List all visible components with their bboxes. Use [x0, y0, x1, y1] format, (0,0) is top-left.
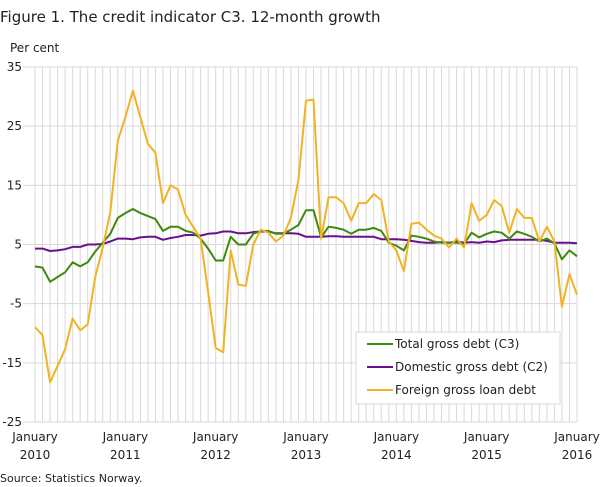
y-tick-label: -15: [2, 356, 22, 370]
y-tick-label: -5: [10, 297, 22, 311]
y-tick-label: 25: [7, 119, 22, 133]
x-tick-year: 2015: [471, 448, 502, 462]
x-tick-year: 2011: [110, 448, 141, 462]
y-tick-label: 35: [7, 60, 22, 74]
series-line-1: [35, 230, 578, 252]
x-tick-year: 2012: [200, 448, 231, 462]
x-tick-year: 2014: [381, 448, 412, 462]
x-tick-year: 2016: [562, 448, 593, 462]
y-tick-label: 15: [7, 178, 22, 192]
legend-label: Foreign gross loan debt: [395, 383, 536, 397]
chart-title: Figure 1. The credit indicator C3. 12-mo…: [0, 8, 380, 26]
y-axis-label: Per cent: [10, 41, 60, 55]
series-lines: [34, 89, 578, 384]
x-tick-year: 2013: [291, 448, 322, 462]
x-tick-month: January: [373, 430, 420, 444]
x-tick-month: January: [102, 430, 149, 444]
x-axis-ticks: January 2010 January 2011 January 2012 January…: [11, 430, 600, 462]
x-tick-month: January: [11, 430, 58, 444]
x-tick-year: 2010: [20, 448, 51, 462]
y-axis-ticks: 35 25 15 5 -5 -15 -25: [2, 60, 22, 429]
legend-label: Total gross debt (C3): [394, 337, 519, 351]
series-line-2: [34, 89, 578, 384]
grid: [23, 66, 578, 423]
y-tick-label: -25: [2, 415, 22, 429]
x-tick-month: January: [553, 430, 600, 444]
x-tick-month: January: [463, 430, 510, 444]
y-tick-label: 5: [14, 238, 22, 252]
x-tick-month: January: [282, 430, 329, 444]
source-note: Source: Statistics Norway.: [0, 472, 142, 485]
legend: Total gross debt (C3) Domestic gross debt…: [355, 331, 561, 405]
x-tick-month: January: [192, 430, 239, 444]
legend-label: Domestic gross debt (C2): [395, 360, 548, 374]
series-line-0: [34, 208, 578, 283]
